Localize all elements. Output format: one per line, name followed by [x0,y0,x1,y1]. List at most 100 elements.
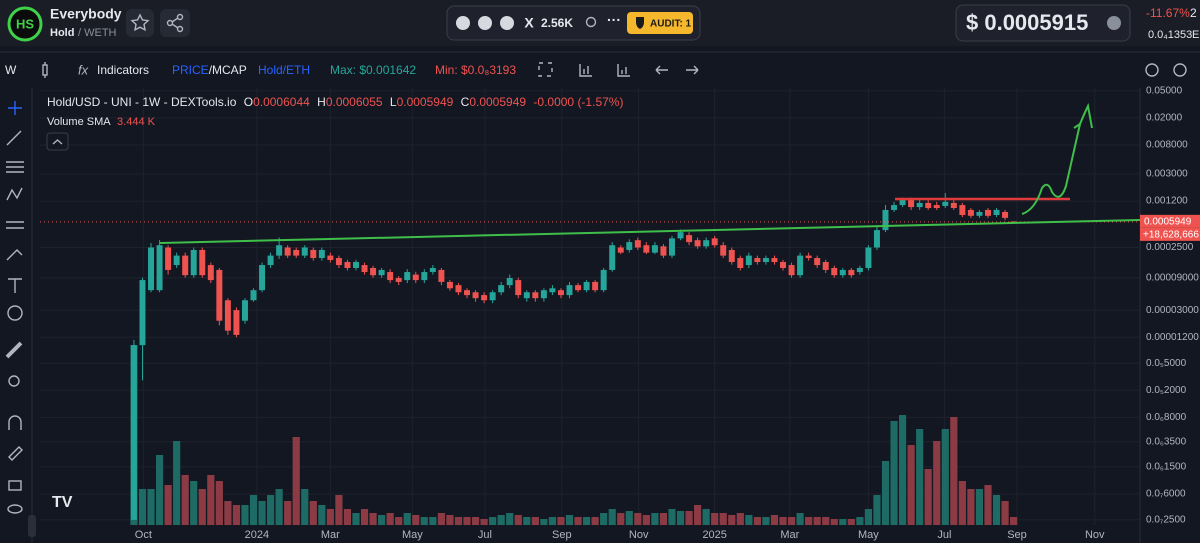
settings-icon-2[interactable] [1173,63,1187,77]
candle-type-icon[interactable] [42,62,48,78]
price-mcap[interactable]: PRICE/MCAP [172,63,247,77]
indicators[interactable]: Indicators [97,63,149,77]
pair-toggle[interactable]: Hold/ETH [258,63,310,77]
collapse-button[interactable] [46,132,69,151]
candle-body [660,246,667,256]
tool-emoji[interactable] [7,305,23,321]
share-button[interactable] [160,9,190,37]
candle-body [165,247,172,270]
tool-projection[interactable] [6,221,24,229]
volume-bar [412,515,420,525]
legend-line: Hold/USD - UNI - 1W - DEXTools.io O0.000… [47,95,623,109]
candle-body [600,269,607,291]
shield-icon [636,17,644,29]
volume-sma: 3.444 K [117,116,156,128]
candle-body [592,281,599,291]
tool-crosshair[interactable] [8,101,22,115]
tool-fib[interactable] [6,161,24,173]
volume-bar [335,495,343,525]
interval[interactable]: W [5,63,17,77]
search-icon[interactable] [585,16,597,28]
chart-icon-1[interactable] [579,64,592,77]
tool-brush[interactable] [6,249,23,261]
candle-body [771,258,778,263]
volume-bar [164,485,172,525]
tool-eye[interactable] [7,504,23,514]
candle-body [224,300,231,331]
volume-bar [984,485,992,525]
x-tick-label: 2024 [245,529,269,541]
candle-body [481,295,488,301]
volume-bar [352,513,360,525]
volume-bar [386,513,394,525]
tool-ruler[interactable] [5,341,23,359]
volume-bar [668,509,676,525]
undo-icon[interactable] [655,65,668,75]
candle-body [276,245,283,256]
price-toggle[interactable]: PRICE [172,63,209,77]
redo-icon[interactable] [686,65,699,75]
tool-line[interactable] [6,130,22,146]
volume-bar [591,517,599,525]
tool-magnet[interactable] [8,415,22,430]
volume-bar [565,515,574,525]
volume-bar [463,517,471,525]
icon-dex[interactable] [456,16,470,30]
volume-bar [617,513,625,525]
star-button[interactable] [126,9,154,37]
volume-bar [762,517,770,525]
scroll-handle[interactable] [28,515,36,537]
candle-body [259,265,266,291]
volume-bar [540,519,548,525]
candle-body [908,199,915,208]
volume-bar [702,509,710,525]
volume-bar [395,517,403,525]
fullscreen-icon[interactable] [538,62,553,77]
volume-bar [856,517,864,525]
tool-pattern[interactable] [6,187,23,201]
candle-body [190,249,197,276]
info-icon[interactable] [1107,16,1121,30]
candle-body [148,247,155,291]
audit-text: AUDIT: 1 [650,19,692,30]
volume-bar [258,501,266,525]
icon-x[interactable]: X [524,15,534,31]
tool-zoom[interactable] [8,375,20,387]
tool-lock[interactable] [8,480,22,491]
candle-body [839,269,846,276]
candle-body [728,249,735,263]
candle-body [233,310,240,335]
price-change-extra: 2 [1190,6,1197,20]
volume-bar [155,455,164,525]
y-tick-label: 0.0₆1500 [1146,462,1187,473]
candle-body [387,272,394,281]
tool-pencil[interactable] [8,446,23,461]
x-tick-label: Nov [629,529,649,541]
legend-change: -0.0000 (-1.57%) [533,95,623,109]
y-tick-label: 0.001200 [1146,196,1188,207]
candle-body [139,280,146,346]
candle-body [455,285,462,293]
chart-icon-2[interactable] [617,64,630,77]
icon-telegram[interactable] [500,16,514,30]
volume-bar [916,429,924,525]
settings-icon-1[interactable] [1145,63,1159,77]
volume-bar [523,517,531,525]
icon-web[interactable] [478,16,492,30]
candle-body [703,240,710,247]
y-tick-label: 0.0₅2000 [1146,385,1187,396]
candle-body [241,300,248,321]
volume-bar [711,513,719,525]
more-icon[interactable]: ··· [607,12,621,28]
volume-bar [685,511,693,525]
legend-close: 0.0005949 [469,95,526,109]
candle-body [549,288,556,293]
candle-body [540,290,547,299]
candle-body [523,292,530,299]
tool-text[interactable] [8,278,22,293]
volume-bar [190,481,198,525]
candle-body [865,247,872,268]
mcap-toggle[interactable]: /MCAP [209,63,247,77]
